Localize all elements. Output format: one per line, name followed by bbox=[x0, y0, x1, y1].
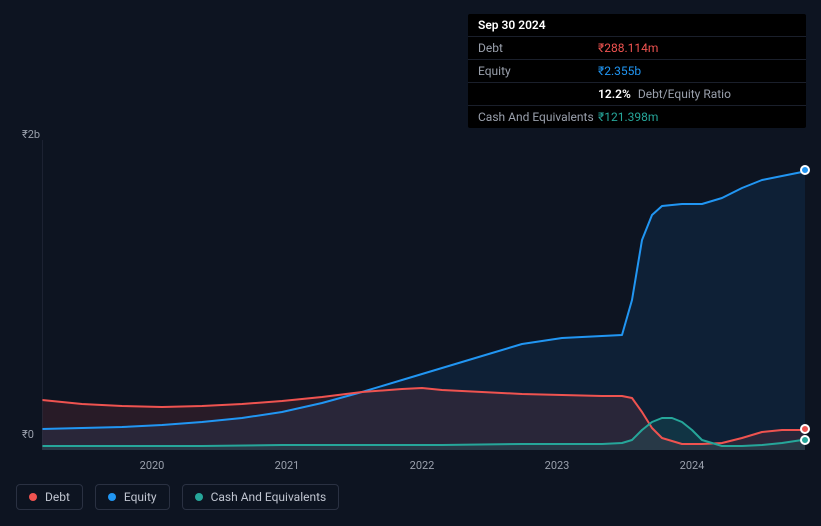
legend-item-debt[interactable]: Debt bbox=[16, 484, 83, 510]
y-axis-label: ₹2b bbox=[22, 128, 40, 141]
legend-dot bbox=[195, 493, 203, 501]
legend-dot bbox=[29, 493, 37, 501]
x-axis-label: 2020 bbox=[140, 459, 165, 472]
tooltip-ratio-empty bbox=[478, 87, 598, 101]
legend-label: Debt bbox=[45, 490, 70, 504]
tooltip-date: Sep 30 2024 bbox=[478, 18, 546, 32]
x-axis-label: 2022 bbox=[410, 459, 435, 472]
legend: Debt Equity Cash And Equivalents bbox=[16, 484, 339, 510]
legend-label: Equity bbox=[124, 490, 157, 504]
legend-label: Cash And Equivalents bbox=[211, 490, 327, 504]
legend-dot bbox=[108, 493, 116, 501]
tooltip-debt-value: ₹288.114m bbox=[598, 41, 658, 55]
tooltip-ratio-row: 12.2% Debt/Equity Ratio bbox=[468, 83, 806, 106]
x-axis-label: 2024 bbox=[680, 459, 705, 472]
tooltip-equity-value: ₹2.355b bbox=[598, 64, 641, 78]
series-end-marker bbox=[800, 435, 810, 445]
y-axis-label: ₹0 bbox=[22, 428, 34, 441]
tooltip-debt-label: Debt bbox=[478, 41, 598, 55]
series-end-marker bbox=[800, 165, 810, 175]
chart-area: ₹2b ₹0 2020 2021 2022 2023 2024 bbox=[0, 110, 821, 470]
tooltip-equity-label: Equity bbox=[478, 64, 598, 78]
x-axis-label: 2021 bbox=[275, 459, 300, 472]
tooltip-ratio-value: 12.2% Debt/Equity Ratio bbox=[598, 87, 731, 101]
tooltip-date-row: Sep 30 2024 bbox=[468, 14, 806, 37]
ratio-label: Debt/Equity Ratio bbox=[638, 87, 731, 101]
x-axis-label: 2023 bbox=[545, 459, 570, 472]
ratio-pct: 12.2% bbox=[598, 87, 631, 101]
legend-item-equity[interactable]: Equity bbox=[95, 484, 170, 510]
tooltip-equity-row: Equity ₹2.355b bbox=[468, 60, 806, 83]
series-end-marker bbox=[800, 424, 810, 434]
tooltip-debt-row: Debt ₹288.114m bbox=[468, 37, 806, 60]
chart-svg bbox=[42, 140, 805, 450]
legend-item-cash-and-equivalents[interactable]: Cash And Equivalents bbox=[182, 484, 340, 510]
